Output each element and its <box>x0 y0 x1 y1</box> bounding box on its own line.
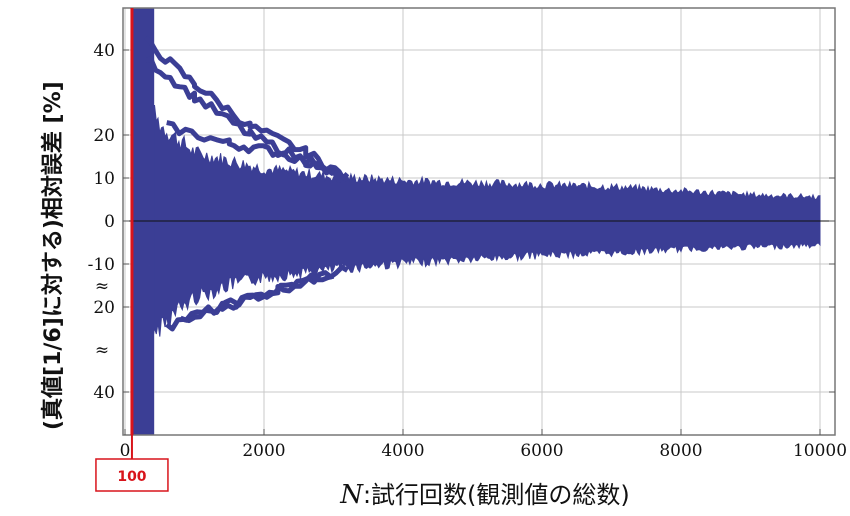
x-tick-label: 2000 <box>242 441 285 461</box>
y-axis-ticks: 40 20 10 0 -10 20 40 <box>88 41 835 403</box>
x-tick-label: 8000 <box>659 441 702 461</box>
axis-break-icon: ≈ <box>95 341 109 361</box>
x-tick-label: 0 <box>120 441 131 461</box>
y-tick-label: -10 <box>88 255 115 275</box>
x-tick-label: 6000 <box>520 441 563 461</box>
x-axis-label-text: :試行回数(観測値の総数) <box>363 481 630 509</box>
marker-label: 100 <box>117 469 146 485</box>
x-axis-label: N:試行回数(観測値の総数) <box>339 480 630 510</box>
x-axis-label-variable: N <box>339 480 364 510</box>
x-axis-ticks: 0 2000 4000 6000 8000 10000 <box>120 429 847 461</box>
x-tick-label: 10000 <box>793 441 847 461</box>
y-tick-label: 40 <box>93 41 115 61</box>
x-tick-label: 4000 <box>381 441 424 461</box>
y-tick-label: 20 <box>93 126 115 146</box>
highlighted-run <box>166 120 335 177</box>
y-tick-label: 0 <box>104 212 115 232</box>
marker-label-box <box>95 458 169 492</box>
y-tick-label: 10 <box>93 169 115 189</box>
axis-break-markers: ≈≈ <box>95 277 109 361</box>
y-tick-label: 20 <box>93 298 115 318</box>
highlighted-run <box>165 272 335 332</box>
error-envelope <box>131 23 821 423</box>
axis-break-icon: ≈ <box>95 277 109 297</box>
y-axis-label: (真値[1/6]に対する)相対誤差 [%] <box>40 81 66 430</box>
highlighted-run <box>144 35 350 181</box>
y-tick-label: 40 <box>93 383 115 403</box>
